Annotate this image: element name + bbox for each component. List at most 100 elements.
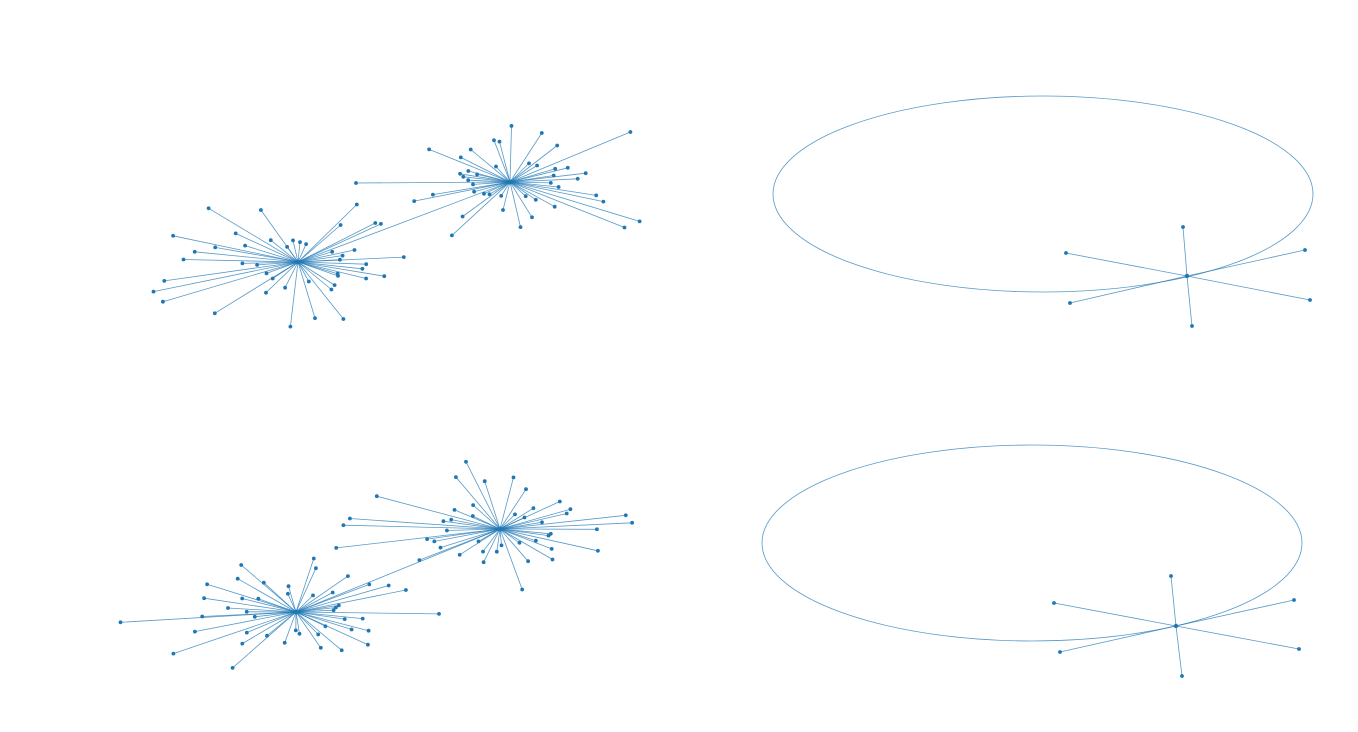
edge (297, 242, 301, 263)
node (622, 225, 627, 230)
node (526, 559, 530, 564)
node (330, 590, 335, 595)
node (492, 138, 496, 143)
node (349, 627, 354, 632)
edge (295, 609, 334, 613)
node (466, 169, 471, 173)
node (464, 459, 468, 464)
edge (208, 207, 299, 263)
node (523, 194, 528, 199)
node (556, 185, 561, 189)
node (288, 324, 293, 329)
edge (468, 179, 511, 183)
node (240, 261, 245, 266)
edge (295, 585, 389, 613)
node (438, 545, 443, 550)
edge (509, 145, 558, 183)
node (341, 317, 346, 321)
node (555, 143, 560, 148)
edge-group (355, 125, 640, 236)
edge (440, 528, 501, 548)
node (548, 181, 553, 185)
node (379, 222, 383, 226)
edge (202, 611, 297, 617)
node (118, 620, 123, 625)
edge (242, 611, 297, 644)
edge (295, 611, 322, 649)
edge (473, 181, 511, 193)
self-loop-edge (772, 95, 1314, 293)
node (206, 206, 211, 211)
edge (502, 181, 511, 211)
node (1190, 324, 1194, 328)
node (311, 556, 316, 561)
edge (1175, 625, 1183, 677)
node (382, 274, 387, 279)
node (530, 215, 534, 220)
node (630, 520, 634, 525)
edge (509, 172, 586, 183)
edge (509, 131, 631, 183)
node (329, 287, 334, 292)
edge-group (153, 204, 404, 327)
edge (499, 514, 626, 530)
edge (482, 528, 501, 552)
two-cluster-graph-bottom (118, 459, 634, 670)
node (481, 549, 485, 554)
node (476, 539, 481, 544)
edge (1059, 625, 1177, 653)
node (240, 641, 245, 646)
edge (495, 166, 511, 183)
node (437, 612, 441, 616)
edge (1170, 575, 1177, 627)
node (470, 514, 475, 518)
node (366, 628, 371, 633)
node (316, 632, 321, 637)
edge (483, 181, 511, 195)
node (1058, 650, 1062, 654)
edge (483, 528, 501, 563)
edge (509, 181, 559, 188)
node (472, 189, 476, 194)
edge (1053, 602, 1177, 627)
node (364, 262, 369, 267)
node (494, 549, 499, 554)
edge (162, 261, 299, 303)
node (450, 233, 454, 238)
node (509, 124, 514, 128)
edge (297, 261, 316, 319)
edge (204, 597, 297, 613)
edge (284, 611, 297, 643)
node (255, 263, 259, 267)
node-group (118, 556, 441, 670)
node (264, 290, 268, 295)
node (517, 540, 522, 545)
node (594, 193, 599, 198)
node (546, 533, 551, 538)
node (471, 503, 475, 507)
node (482, 479, 487, 484)
node (360, 266, 365, 271)
node (471, 182, 475, 187)
node (1181, 225, 1185, 229)
edge (297, 261, 367, 265)
bridge-edge (297, 181, 511, 263)
node (311, 593, 315, 598)
edge (493, 140, 511, 183)
edge (295, 575, 349, 613)
node (499, 543, 504, 548)
node (268, 238, 273, 243)
node (412, 199, 417, 204)
hub-node (295, 259, 301, 265)
edge (376, 495, 501, 530)
node (482, 191, 486, 196)
node (432, 539, 437, 544)
node (513, 512, 517, 517)
node (583, 171, 588, 176)
node (318, 645, 323, 650)
edge (428, 149, 511, 183)
node (628, 130, 633, 134)
node (338, 223, 343, 227)
node (244, 609, 249, 614)
node (524, 487, 528, 492)
